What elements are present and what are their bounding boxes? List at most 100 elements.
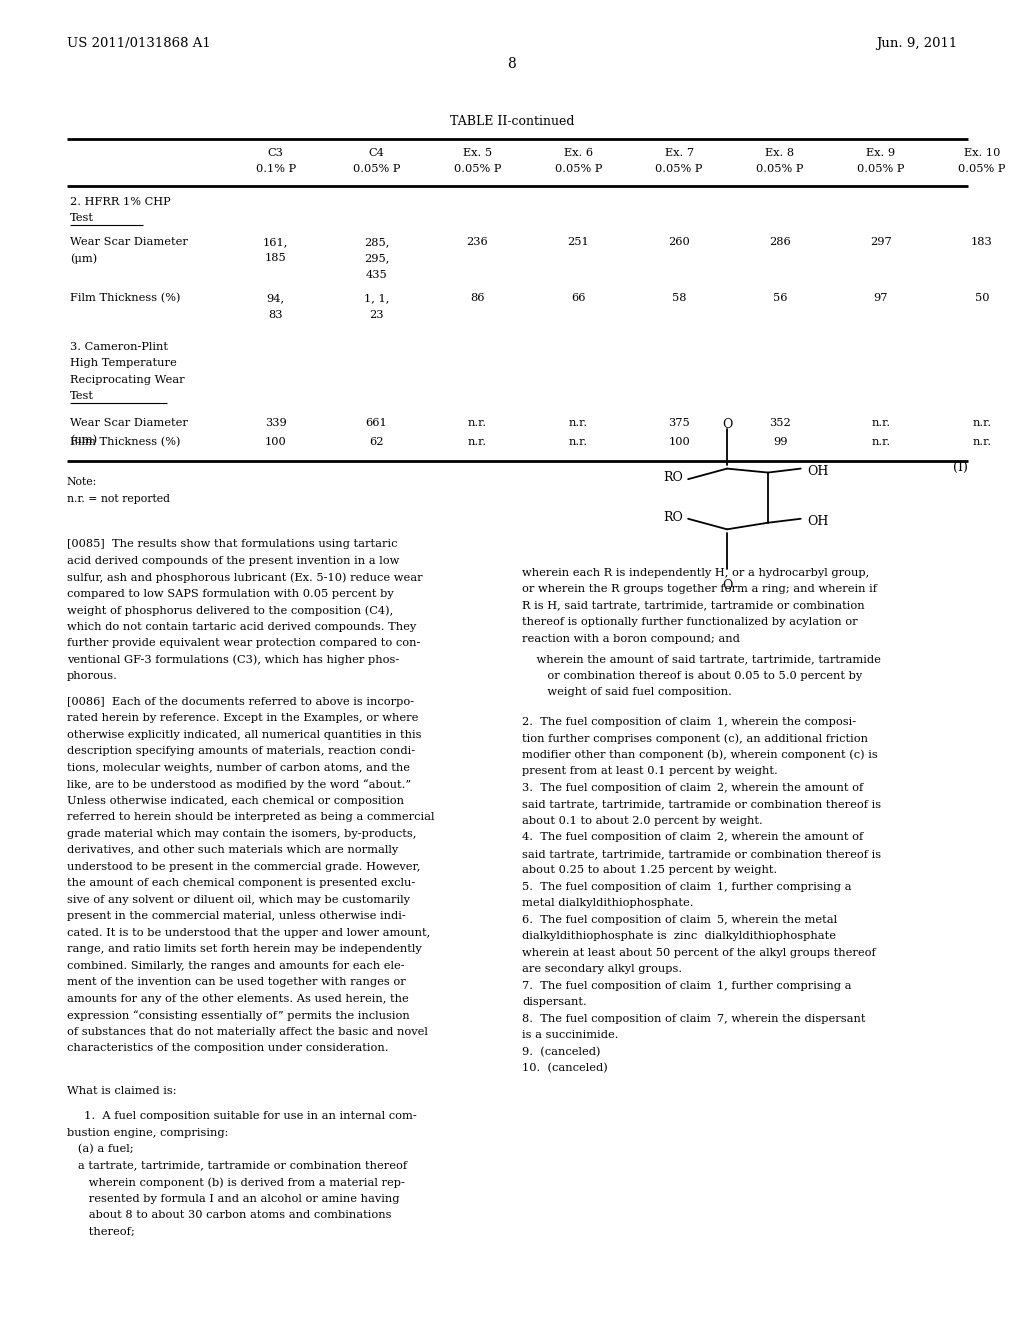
Text: 1.  A fuel composition suitable for use in an internal com-: 1. A fuel composition suitable for use i… xyxy=(67,1111,417,1121)
Text: metal dialkyldithiophosphate.: metal dialkyldithiophosphate. xyxy=(522,899,693,908)
Text: or combination thereof is about 0.05 to 5.0 percent by: or combination thereof is about 0.05 to … xyxy=(522,671,862,681)
Text: Ex. 10: Ex. 10 xyxy=(964,148,1000,158)
Text: present in the commercial material, unless otherwise indi-: present in the commercial material, unle… xyxy=(67,911,406,921)
Text: resented by formula I and an alcohol or amine having: resented by formula I and an alcohol or … xyxy=(67,1193,399,1204)
Text: (I): (I) xyxy=(952,461,968,474)
Text: Test: Test xyxy=(70,214,93,223)
Text: Reciprocating Wear: Reciprocating Wear xyxy=(70,375,184,385)
Text: amounts for any of the other elements. As used herein, the: amounts for any of the other elements. A… xyxy=(67,994,409,1005)
Text: 161,: 161, xyxy=(263,238,289,247)
Text: modifier other than component (b), wherein component (c) is: modifier other than component (b), where… xyxy=(522,750,878,760)
Text: 97: 97 xyxy=(873,293,888,304)
Text: phorous.: phorous. xyxy=(67,671,118,681)
Text: is a succinimide.: is a succinimide. xyxy=(522,1030,618,1040)
Text: further provide equivalent wear protection compared to con-: further provide equivalent wear protecti… xyxy=(67,639,420,648)
Text: characteristics of the composition under consideration.: characteristics of the composition under… xyxy=(67,1043,388,1053)
Text: 0.05% P: 0.05% P xyxy=(655,164,702,174)
Text: n.r.: n.r. xyxy=(468,437,487,447)
Text: O: O xyxy=(722,418,732,432)
Text: 0.05% P: 0.05% P xyxy=(454,164,501,174)
Text: wherein component (b) is derived from a material rep-: wherein component (b) is derived from a … xyxy=(67,1177,404,1188)
Text: wherein each R is independently H, or a hydrocarbyl group,: wherein each R is independently H, or a … xyxy=(522,568,869,578)
Text: Ex. 6: Ex. 6 xyxy=(564,148,593,158)
Text: range, and ratio limits set forth herein may be independently: range, and ratio limits set forth herein… xyxy=(67,945,421,954)
Text: referred to herein should be interpreted as being a commercial: referred to herein should be interpreted… xyxy=(67,812,434,822)
Text: Unless otherwise indicated, each chemical or composition: Unless otherwise indicated, each chemica… xyxy=(67,796,403,807)
Text: n.r. = not reported: n.r. = not reported xyxy=(67,494,170,504)
Text: Wear Scar Diameter: Wear Scar Diameter xyxy=(70,238,187,247)
Text: sive of any solvent or diluent oil, which may be customarily: sive of any solvent or diluent oil, whic… xyxy=(67,895,410,906)
Text: about 0.25 to about 1.25 percent by weight.: about 0.25 to about 1.25 percent by weig… xyxy=(522,866,777,875)
Text: sulfur, ash and phosphorous lubricant (Ex. 5-10) reduce wear: sulfur, ash and phosphorous lubricant (E… xyxy=(67,573,422,583)
Text: 339: 339 xyxy=(265,417,287,428)
Text: Ex. 8: Ex. 8 xyxy=(766,148,795,158)
Text: O: O xyxy=(722,579,732,593)
Text: description specifying amounts of materials, reaction condi-: description specifying amounts of materi… xyxy=(67,747,415,756)
Text: understood to be present in the commercial grade. However,: understood to be present in the commerci… xyxy=(67,862,420,873)
Text: 4.  The fuel composition of claim  2, wherein the amount of: 4. The fuel composition of claim 2, wher… xyxy=(522,833,863,842)
Text: 2. HFRR 1% CHP: 2. HFRR 1% CHP xyxy=(70,197,170,207)
Text: 99: 99 xyxy=(773,437,787,447)
Text: 2.  The fuel composition of claim  1, wherein the composi-: 2. The fuel composition of claim 1, wher… xyxy=(522,717,856,727)
Text: weight of phosphorus delivered to the composition (C4),: weight of phosphorus delivered to the co… xyxy=(67,605,393,616)
Text: thereof is optionally further functionalized by acylation or: thereof is optionally further functional… xyxy=(522,618,858,627)
Text: 297: 297 xyxy=(870,238,892,247)
Text: are secondary alkyl groups.: are secondary alkyl groups. xyxy=(522,964,682,974)
Text: rated herein by reference. Except in the Examples, or where: rated herein by reference. Except in the… xyxy=(67,713,418,723)
Text: 3.  The fuel composition of claim  2, wherein the amount of: 3. The fuel composition of claim 2, wher… xyxy=(522,783,863,793)
Text: of substances that do not materially affect the basic and novel: of substances that do not materially aff… xyxy=(67,1027,427,1038)
Text: wherein the amount of said tartrate, tartrimide, tartramide: wherein the amount of said tartrate, tar… xyxy=(522,655,881,664)
Text: n.r.: n.r. xyxy=(468,417,487,428)
Text: about 0.1 to about 2.0 percent by weight.: about 0.1 to about 2.0 percent by weight… xyxy=(522,816,763,826)
Text: R is H, said tartrate, tartrimide, tartramide or combination: R is H, said tartrate, tartrimide, tartr… xyxy=(522,601,865,611)
Text: 10.  (canceled): 10. (canceled) xyxy=(522,1064,608,1073)
Text: 9.  (canceled): 9. (canceled) xyxy=(522,1047,601,1057)
Text: [0085]  The results show that formulations using tartaric: [0085] The results show that formulation… xyxy=(67,539,397,549)
Text: (μm): (μm) xyxy=(70,434,97,445)
Text: thereof;: thereof; xyxy=(67,1226,134,1237)
Text: US 2011/0131868 A1: US 2011/0131868 A1 xyxy=(67,37,210,50)
Text: 185: 185 xyxy=(265,253,287,264)
Text: 100: 100 xyxy=(265,437,287,447)
Text: 83: 83 xyxy=(268,309,283,319)
Text: n.r.: n.r. xyxy=(871,437,891,447)
Text: said tartrate, tartrimide, tartramide or combination thereof is: said tartrate, tartrimide, tartramide or… xyxy=(522,800,882,809)
Text: Note:: Note: xyxy=(67,477,97,487)
Text: Ex. 5: Ex. 5 xyxy=(463,148,492,158)
Text: weight of said fuel composition.: weight of said fuel composition. xyxy=(522,686,732,697)
Text: 435: 435 xyxy=(366,271,387,280)
Text: dispersant.: dispersant. xyxy=(522,998,587,1007)
Text: acid derived compounds of the present invention in a low: acid derived compounds of the present in… xyxy=(67,556,399,566)
Text: 1, 1,: 1, 1, xyxy=(364,293,389,304)
Text: combined. Similarly, the ranges and amounts for each ele-: combined. Similarly, the ranges and amou… xyxy=(67,961,404,972)
Text: High Temperature: High Temperature xyxy=(70,358,176,368)
Text: 0.05% P: 0.05% P xyxy=(555,164,602,174)
Text: 285,: 285, xyxy=(364,238,389,247)
Text: compared to low SAPS formulation with 0.05 percent by: compared to low SAPS formulation with 0.… xyxy=(67,589,393,599)
Text: Jun. 9, 2011: Jun. 9, 2011 xyxy=(877,37,957,50)
Text: TABLE II-continued: TABLE II-continued xyxy=(450,115,574,128)
Text: 661: 661 xyxy=(366,417,387,428)
Text: Wear Scar Diameter: Wear Scar Diameter xyxy=(70,417,187,428)
Text: grade material which may contain the isomers, by-products,: grade material which may contain the iso… xyxy=(67,829,416,840)
Text: 86: 86 xyxy=(470,293,484,304)
Text: What is claimed is:: What is claimed is: xyxy=(67,1086,176,1097)
Text: ventional GF-3 formulations (C3), which has higher phos-: ventional GF-3 formulations (C3), which … xyxy=(67,655,398,665)
Text: 3. Cameron-Plint: 3. Cameron-Plint xyxy=(70,342,168,352)
Text: bustion engine, comprising:: bustion engine, comprising: xyxy=(67,1127,228,1138)
Text: 260: 260 xyxy=(669,238,690,247)
Text: n.r.: n.r. xyxy=(568,437,588,447)
Text: tions, molecular weights, number of carbon atoms, and the: tions, molecular weights, number of carb… xyxy=(67,763,410,774)
Text: OH: OH xyxy=(807,515,828,528)
Text: 286: 286 xyxy=(769,238,791,247)
Text: 62: 62 xyxy=(370,437,384,447)
Text: (μm): (μm) xyxy=(70,253,97,264)
Text: (a) a fuel;: (a) a fuel; xyxy=(67,1144,133,1155)
Text: 5.  The fuel composition of claim  1, further comprising a: 5. The fuel composition of claim 1, furt… xyxy=(522,882,852,892)
Text: 0.05% P: 0.05% P xyxy=(958,164,1006,174)
Text: ment of the invention can be used together with ranges or: ment of the invention can be used togeth… xyxy=(67,977,406,987)
Text: or wherein the R groups together form a ring; and wherein if: or wherein the R groups together form a … xyxy=(522,583,878,594)
Text: a tartrate, tartrimide, tartramide or combination thereof: a tartrate, tartrimide, tartramide or co… xyxy=(67,1160,407,1171)
Text: 375: 375 xyxy=(669,417,690,428)
Text: 8: 8 xyxy=(508,57,516,71)
